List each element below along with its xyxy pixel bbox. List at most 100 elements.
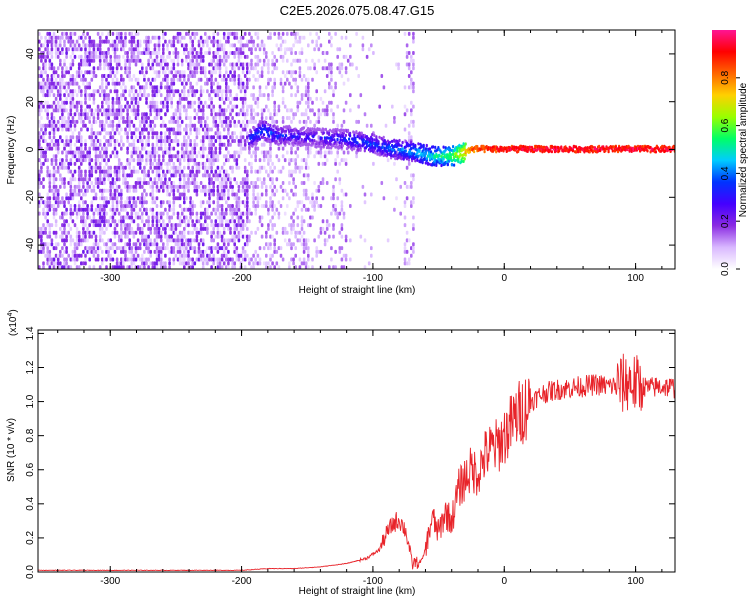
spectrogram-cell <box>197 108 201 113</box>
spectrogram-cell <box>267 261 270 266</box>
spectrogram-cell <box>94 135 98 140</box>
spectrogram-cell <box>132 196 136 201</box>
spectrogram-cell <box>178 165 182 170</box>
spectrogram-cell <box>151 219 155 224</box>
spectrogram-cell <box>117 119 121 124</box>
spectrogram-cell <box>126 226 129 231</box>
spectrogram-cell <box>294 265 297 269</box>
spectrogram-cell <box>258 219 262 224</box>
spectrogram-cell <box>166 146 169 151</box>
spectrogram-cell <box>46 249 49 254</box>
spectrogram-cell <box>201 146 205 151</box>
spectrogram-cell <box>80 169 83 174</box>
spectrogram-cell <box>330 62 333 67</box>
spectrogram-cell <box>180 154 184 159</box>
spectrogram-cell <box>54 77 58 82</box>
spectrogram-cell <box>84 261 87 266</box>
spectrogram-cell <box>138 70 142 75</box>
spectrogram-cell <box>241 85 245 90</box>
spectrogram-cell <box>84 77 87 82</box>
spectrogram-cell <box>69 62 73 67</box>
spectrogram-cell <box>92 246 96 251</box>
spectrogram-cell <box>412 200 415 205</box>
spectrogram-cell <box>212 246 215 251</box>
spectrogram-cell <box>147 265 150 269</box>
spectrogram-cell <box>183 242 186 247</box>
spectrogram-cell <box>201 58 205 63</box>
spectrogram-cell <box>80 158 83 163</box>
spectrogram-cell <box>46 204 49 208</box>
spectrogram-cell <box>206 127 209 132</box>
spectrogram-cell <box>193 146 197 151</box>
spectrogram-cell <box>80 54 83 59</box>
spectrogram-cell <box>277 158 281 163</box>
spectrogram-cell <box>340 226 344 231</box>
spectrogram-cell <box>98 139 102 143</box>
spectrogram-cell <box>302 173 306 178</box>
spectrogram-cell <box>267 93 270 98</box>
spectrogram-cell <box>239 54 243 59</box>
spectrogram-cell <box>52 261 56 266</box>
spectrogram-cell <box>124 31 127 36</box>
spectrogram-cell <box>315 196 318 201</box>
spectrogram-cell <box>210 257 213 262</box>
spectrogram-cell <box>172 116 176 120</box>
spectrogram-cell <box>229 77 232 82</box>
spectrogram-cell <box>46 207 49 212</box>
spectrogram-cell <box>172 81 176 86</box>
spectrogram-cell <box>143 146 146 151</box>
spectrogram-cell <box>128 47 131 52</box>
spectrogram-carrier-cell <box>275 139 278 143</box>
spectrogram-cell <box>201 89 205 94</box>
spectrogram-cell <box>98 165 102 170</box>
spectrogram-cell <box>59 261 62 266</box>
spectrogram-cell <box>166 54 169 59</box>
spectrogram-cell <box>138 242 142 247</box>
spectrogram-cell <box>159 200 163 205</box>
spectrogram-cell <box>325 74 329 78</box>
spectrogram-cell <box>48 253 52 258</box>
spectrogram-cell <box>120 204 123 208</box>
spectrogram-cell <box>313 204 316 208</box>
spectrogram-cell <box>56 146 60 151</box>
spectrogram-cell <box>115 47 119 52</box>
spectrogram-cell <box>86 116 89 120</box>
spectrogram-cell <box>197 257 201 262</box>
spectrogram-cell <box>75 226 79 231</box>
spectrogram-cell <box>172 196 176 201</box>
spectrogram-cell <box>86 226 89 231</box>
spectrogram-cell <box>69 265 73 269</box>
spectrogram-cell <box>193 150 197 155</box>
spectrogram-cell <box>197 230 201 235</box>
spectrogram-cell <box>193 127 197 132</box>
spectrogram-cell <box>61 215 64 220</box>
spectrogram-cell <box>88 35 91 40</box>
spectrogram-cell <box>212 253 215 258</box>
spectrogram-cell <box>233 43 236 48</box>
spectrogram-cell <box>216 62 220 67</box>
spectrogram-cell <box>98 85 102 90</box>
spectrogram-cell <box>208 150 211 155</box>
spectrogram-cell <box>179 269 182 273</box>
spectrogram-cell <box>212 207 215 212</box>
spectrogram-cell <box>63 100 66 105</box>
spectrogram-cell <box>197 219 201 224</box>
spectrogram-cell <box>65 96 68 101</box>
spectrogram-cell <box>101 211 104 216</box>
spectrogram-cell <box>222 177 226 182</box>
spectrogram-cell <box>216 204 220 208</box>
spectrogram-cell <box>143 196 146 201</box>
spectrogram-cell <box>151 62 155 67</box>
spectrogram-cell <box>174 35 178 40</box>
spectrogram-cell <box>187 207 190 212</box>
spectrogram-cell <box>98 39 102 44</box>
spectrogram-cell <box>71 211 75 216</box>
spectrogram-cell <box>115 66 119 71</box>
spectrogram-cell <box>103 223 106 228</box>
spectrogram-cell <box>189 265 192 269</box>
spectrogram-cell <box>185 116 188 120</box>
spectrogram-cell <box>262 181 266 185</box>
spectrogram-cell <box>191 177 194 182</box>
spectrogram-cell <box>52 196 56 201</box>
